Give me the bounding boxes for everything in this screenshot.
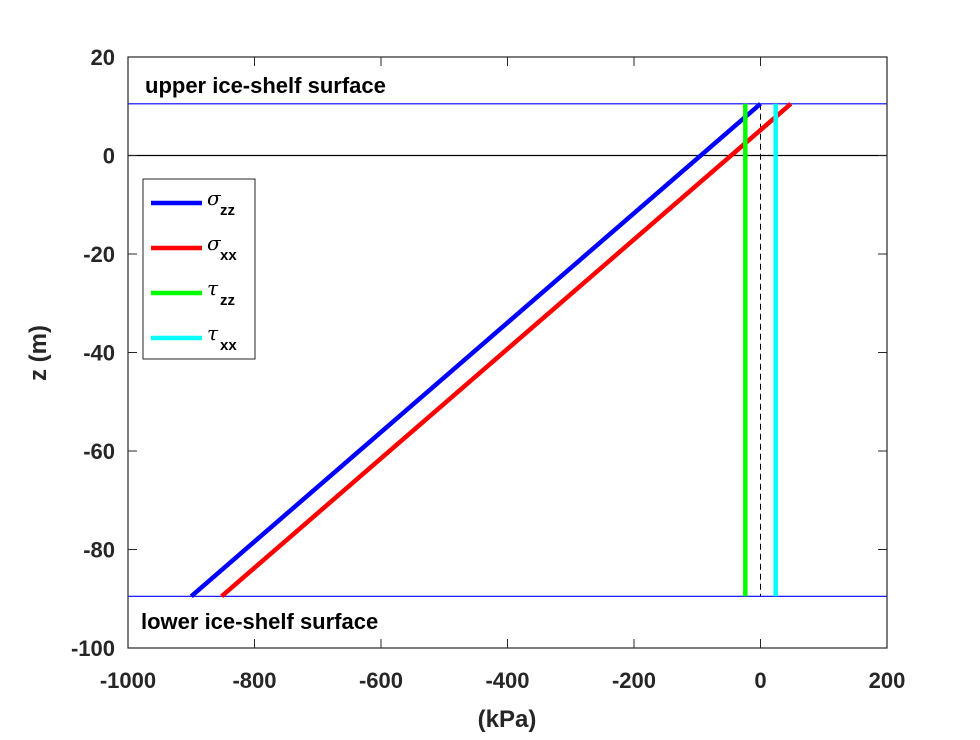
legend-subscript: xx — [220, 247, 237, 264]
x-tick-label: 0 — [754, 668, 766, 693]
x-tick-label: -800 — [232, 668, 276, 693]
y-tick-label: 20 — [91, 45, 115, 70]
legend-subscript: xx — [220, 337, 237, 354]
y-tick-label: -80 — [83, 538, 115, 563]
legend-symbol: τ — [207, 276, 219, 300]
x-tick-label: -1000 — [100, 668, 156, 693]
legend-subscript: zz — [220, 202, 235, 219]
series-sigma-zz — [189, 102, 762, 598]
y-tick-label: -20 — [83, 242, 115, 267]
upper-surface-label: upper ice-shelf surface — [145, 73, 386, 98]
y-axis-label: z (m) — [25, 325, 52, 381]
y-tick-label: -100 — [71, 636, 115, 661]
legend-subscript: zz — [220, 292, 235, 309]
x-tick-label: 200 — [869, 668, 906, 693]
lower-surface-label: lower ice-shelf surface — [141, 609, 378, 634]
x-tick-label: -400 — [485, 668, 529, 693]
legend-symbol: σ — [207, 231, 222, 255]
y-tick-label: 0 — [103, 144, 115, 169]
y-tick-label: -60 — [83, 439, 115, 464]
x-tick-label: -200 — [612, 668, 656, 693]
x-axis-label: (kPa) — [478, 706, 537, 733]
legend-symbol: τ — [207, 321, 219, 345]
x-tick-label: -600 — [359, 668, 403, 693]
series-sigma-xx — [220, 102, 793, 598]
y-tick-label: -40 — [83, 341, 115, 366]
legend-symbol: σ — [207, 186, 222, 210]
legend-box — [142, 178, 256, 360]
